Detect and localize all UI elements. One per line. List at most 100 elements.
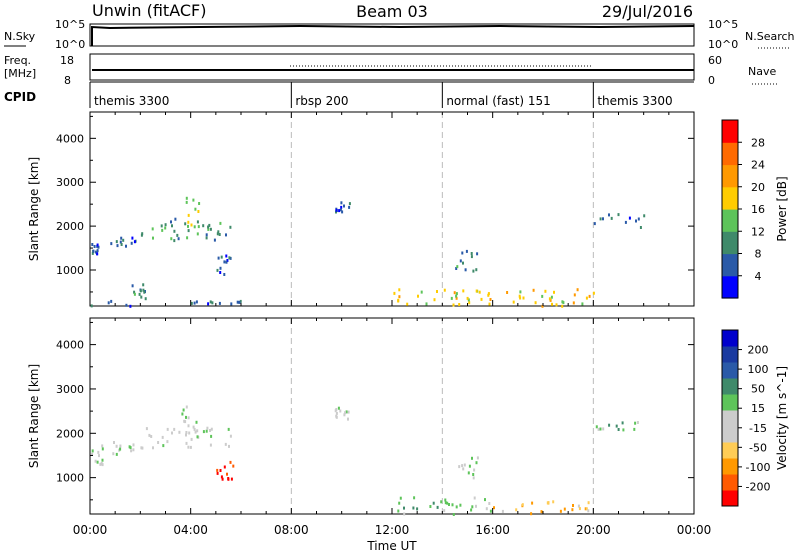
- range-gate-cell: [216, 471, 219, 475]
- range-gate-cell: [238, 300, 241, 304]
- range-gate-cell: [429, 505, 432, 508]
- range-gate-cell: [190, 301, 193, 305]
- range-gate-cell: [133, 292, 136, 296]
- date-title: 29/Jul/2016: [602, 2, 693, 21]
- colorbar-swatch: [722, 209, 738, 232]
- range-gate-cell: [521, 503, 524, 507]
- range-gate-cell: [484, 498, 486, 502]
- y-tick-label: 4000: [56, 339, 84, 352]
- range-gate-cell: [610, 216, 613, 220]
- range-gate-cell: [636, 421, 639, 424]
- range-gate-cell: [91, 251, 94, 255]
- range-gate-cell: [219, 469, 222, 472]
- range-gate-cell: [91, 449, 94, 453]
- range-gate-cell: [223, 260, 226, 264]
- range-gate-cell: [420, 290, 423, 294]
- range-gate-cell: [152, 446, 154, 450]
- range-gate-cell: [196, 232, 199, 236]
- colorbar-tick-label: 28: [751, 136, 765, 149]
- range-gate-cell: [585, 296, 588, 300]
- range-gate-cell: [549, 298, 552, 302]
- range-gate-cell: [403, 512, 406, 516]
- range-gate-cell: [340, 205, 343, 209]
- range-gate-cell: [96, 243, 99, 247]
- range-gate-cell: [188, 431, 191, 435]
- range-gate-cell: [455, 296, 458, 300]
- range-gate-cell: [475, 268, 478, 272]
- range-gate-cell: [229, 225, 232, 229]
- colorbar-tick-label: 200: [748, 344, 769, 357]
- range-gate-cell: [451, 503, 454, 507]
- range-gate-cell: [207, 302, 210, 306]
- range-gate-cell: [140, 233, 143, 237]
- range-gate-cell: [399, 496, 402, 500]
- range-gate-cell: [335, 210, 337, 214]
- range-gate-cell: [187, 224, 189, 228]
- range-gate-cell: [210, 427, 213, 431]
- range-gate-cell: [637, 217, 640, 221]
- colorbar-tick-label: -200: [746, 480, 771, 493]
- freq-panel-frame: [89, 53, 695, 81]
- range-gate-cell: [189, 445, 192, 449]
- range-gate-cell: [227, 427, 230, 431]
- cpid-segment-label: themis 3300: [597, 94, 672, 108]
- range-gate-cell: [551, 302, 553, 306]
- cpid-segment-label: rbsp 200: [295, 94, 348, 108]
- range-gate-cell: [94, 459, 97, 463]
- range-gate-cell: [207, 227, 210, 231]
- range-gate-cell: [578, 507, 581, 511]
- range-gate-cell: [587, 501, 590, 505]
- range-gate-cell: [577, 504, 580, 508]
- range-gate-cell: [132, 448, 135, 452]
- range-gate-cell: [221, 477, 224, 481]
- power-panel: 1000 2000 3000 4000 Slant Range [km]: [27, 111, 695, 308]
- range-gate-cell: [633, 427, 636, 431]
- colorbar-swatch: [722, 120, 738, 143]
- range-gate-cell: [335, 208, 338, 212]
- range-gate-cell: [581, 302, 584, 306]
- range-gate-cell: [101, 447, 104, 451]
- range-gate-cell: [398, 501, 401, 505]
- range-gate-cell: [177, 237, 180, 241]
- range-gate-cell: [468, 464, 471, 468]
- range-gate-cell: [489, 509, 492, 513]
- range-gate-cell: [182, 408, 185, 412]
- range-gate-cell: [92, 249, 95, 253]
- range-gate-cell: [183, 419, 186, 423]
- range-gate-cell: [190, 223, 193, 227]
- range-gate-cell: [225, 254, 228, 258]
- range-gate-cell: [462, 467, 465, 471]
- range-gate-cell: [459, 503, 462, 507]
- range-gate-cell: [546, 501, 549, 505]
- range-gate-cell: [140, 446, 143, 450]
- range-gate-cell: [119, 444, 122, 448]
- range-gate-cell: [125, 244, 127, 248]
- range-gate-cell: [166, 427, 169, 431]
- range-gate-cell: [470, 255, 473, 259]
- range-gate-cell: [488, 502, 491, 505]
- range-gate-cell: [157, 441, 160, 444]
- nsky-tick-top-right: 10^5: [708, 18, 738, 31]
- range-gate-cell: [185, 196, 188, 200]
- range-gate-cell: [219, 266, 222, 270]
- range-gate-cell: [185, 200, 188, 204]
- range-gate-cell: [397, 509, 400, 513]
- range-gate-cell: [224, 442, 227, 446]
- range-gate-cell: [519, 296, 522, 300]
- nsky-trace: [91, 24, 695, 46]
- range-gate-cell: [187, 220, 190, 224]
- range-gate-cell: [518, 294, 521, 298]
- range-gate-cell: [468, 301, 471, 305]
- range-gate-cell: [397, 299, 400, 303]
- range-gate-cell: [120, 236, 123, 240]
- range-gate-cell: [584, 507, 587, 511]
- range-gate-cell: [185, 405, 188, 409]
- range-gate-cell: [487, 293, 490, 297]
- range-gate-cell: [433, 298, 436, 302]
- range-gate-cell: [348, 205, 351, 209]
- nsky-tick-bottom-left: 10^0: [55, 38, 85, 51]
- range-gate-cell: [96, 252, 99, 256]
- colorbar-tick-label: 100: [748, 363, 769, 376]
- nave-label: Nave: [748, 65, 776, 78]
